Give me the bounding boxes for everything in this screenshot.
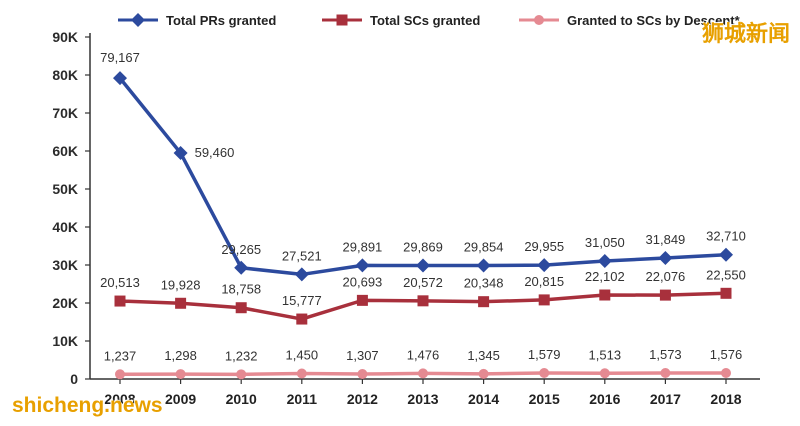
data-point bbox=[235, 302, 247, 314]
data-label: 59,460 bbox=[195, 145, 235, 160]
data-point bbox=[294, 267, 309, 282]
data-label: 1,476 bbox=[407, 347, 440, 362]
legend-label: Total PRs granted bbox=[166, 13, 276, 28]
data-label: 1,576 bbox=[710, 347, 743, 362]
data-label: 20,513 bbox=[100, 275, 140, 290]
data-point bbox=[597, 254, 612, 269]
y-tick-label: 50K bbox=[52, 181, 78, 197]
data-label: 1,450 bbox=[286, 347, 319, 362]
data-point bbox=[658, 250, 673, 265]
legend-marker bbox=[336, 14, 348, 26]
data-label: 29,854 bbox=[464, 240, 504, 255]
legend-marker bbox=[131, 13, 145, 27]
data-point bbox=[234, 260, 249, 275]
x-tick-label: 2008 bbox=[104, 391, 135, 407]
data-point bbox=[236, 369, 247, 380]
data-label: 1,579 bbox=[528, 347, 561, 362]
data-point bbox=[175, 369, 186, 380]
data-label: 1,345 bbox=[467, 348, 500, 363]
data-label: 29,869 bbox=[403, 239, 443, 254]
x-tick-label: 2018 bbox=[710, 391, 741, 407]
data-label: 1,513 bbox=[589, 347, 622, 362]
data-label: 20,348 bbox=[464, 276, 504, 291]
x-tick-label: 2010 bbox=[226, 391, 257, 407]
data-point bbox=[173, 146, 188, 161]
data-label: 20,693 bbox=[343, 274, 383, 289]
data-label: 1,573 bbox=[649, 347, 682, 362]
data-label: 79,167 bbox=[100, 50, 140, 65]
data-point bbox=[296, 313, 308, 325]
data-point bbox=[538, 294, 550, 306]
y-tick-label: 20K bbox=[52, 295, 78, 311]
data-point bbox=[356, 294, 368, 306]
x-tick-label: 2012 bbox=[347, 391, 378, 407]
data-label: 29,955 bbox=[524, 239, 564, 254]
data-label: 27,521 bbox=[282, 248, 322, 263]
data-label: 1,298 bbox=[164, 348, 197, 363]
data-point bbox=[719, 247, 733, 262]
data-label: 32,710 bbox=[706, 229, 746, 244]
data-label: 20,815 bbox=[524, 274, 564, 289]
data-point bbox=[660, 368, 671, 379]
legend-marker bbox=[534, 15, 544, 25]
data-point bbox=[296, 368, 307, 379]
data-label: 1,237 bbox=[104, 348, 137, 363]
data-label: 22,076 bbox=[646, 269, 686, 284]
data-label: 15,777 bbox=[282, 293, 322, 308]
x-tick-label: 2016 bbox=[589, 391, 620, 407]
data-label: 22,550 bbox=[706, 267, 746, 282]
data-point bbox=[476, 258, 491, 273]
data-point bbox=[418, 368, 428, 379]
data-point bbox=[114, 295, 126, 307]
data-point bbox=[355, 258, 370, 273]
y-tick-label: 80K bbox=[52, 67, 78, 83]
x-tick-label: 2009 bbox=[165, 391, 196, 407]
data-label: 1,232 bbox=[225, 348, 258, 363]
data-label: 31,849 bbox=[646, 232, 686, 247]
data-point bbox=[175, 297, 187, 309]
x-tick-label: 2015 bbox=[529, 391, 560, 407]
y-tick-label: 30K bbox=[52, 257, 78, 273]
data-label: 1,307 bbox=[346, 348, 379, 363]
watermark-site: shicheng.news bbox=[12, 394, 163, 417]
y-tick-label: 0 bbox=[70, 371, 78, 387]
data-label: 18,758 bbox=[221, 282, 261, 297]
data-label: 22,102 bbox=[585, 269, 625, 284]
x-tick-label: 2014 bbox=[468, 391, 499, 407]
data-label: 31,050 bbox=[585, 235, 625, 250]
data-point bbox=[478, 296, 490, 308]
x-tick-label: 2011 bbox=[287, 391, 318, 407]
data-point bbox=[539, 367, 550, 378]
data-point bbox=[113, 71, 127, 86]
data-label: 20,572 bbox=[403, 275, 443, 290]
data-point bbox=[417, 295, 429, 307]
data-point bbox=[537, 258, 552, 273]
y-tick-label: 10K bbox=[52, 333, 78, 349]
data-label: 29,265 bbox=[221, 242, 261, 257]
data-point bbox=[357, 369, 368, 380]
x-tick-label: 2013 bbox=[407, 391, 438, 407]
data-point bbox=[720, 287, 732, 299]
data-point bbox=[599, 368, 610, 379]
x-tick-label: 2017 bbox=[650, 391, 681, 407]
data-point bbox=[115, 369, 125, 380]
y-tick-label: 70K bbox=[52, 105, 78, 121]
data-label: 19,928 bbox=[161, 277, 201, 292]
y-tick-label: 90K bbox=[52, 29, 78, 45]
data-point bbox=[416, 258, 430, 273]
legend-label: Granted to SCs by Descent* bbox=[567, 13, 741, 28]
data-point bbox=[599, 289, 611, 301]
y-tick-label: 60K bbox=[52, 143, 78, 159]
data-point bbox=[659, 289, 671, 301]
data-point bbox=[478, 368, 489, 379]
data-point bbox=[721, 368, 731, 379]
y-tick-label: 40K bbox=[52, 219, 78, 235]
watermark-chinese: 狮城新闻 bbox=[701, 22, 790, 47]
data-label: 29,891 bbox=[343, 239, 383, 254]
legend-label: Total SCs granted bbox=[370, 13, 480, 28]
